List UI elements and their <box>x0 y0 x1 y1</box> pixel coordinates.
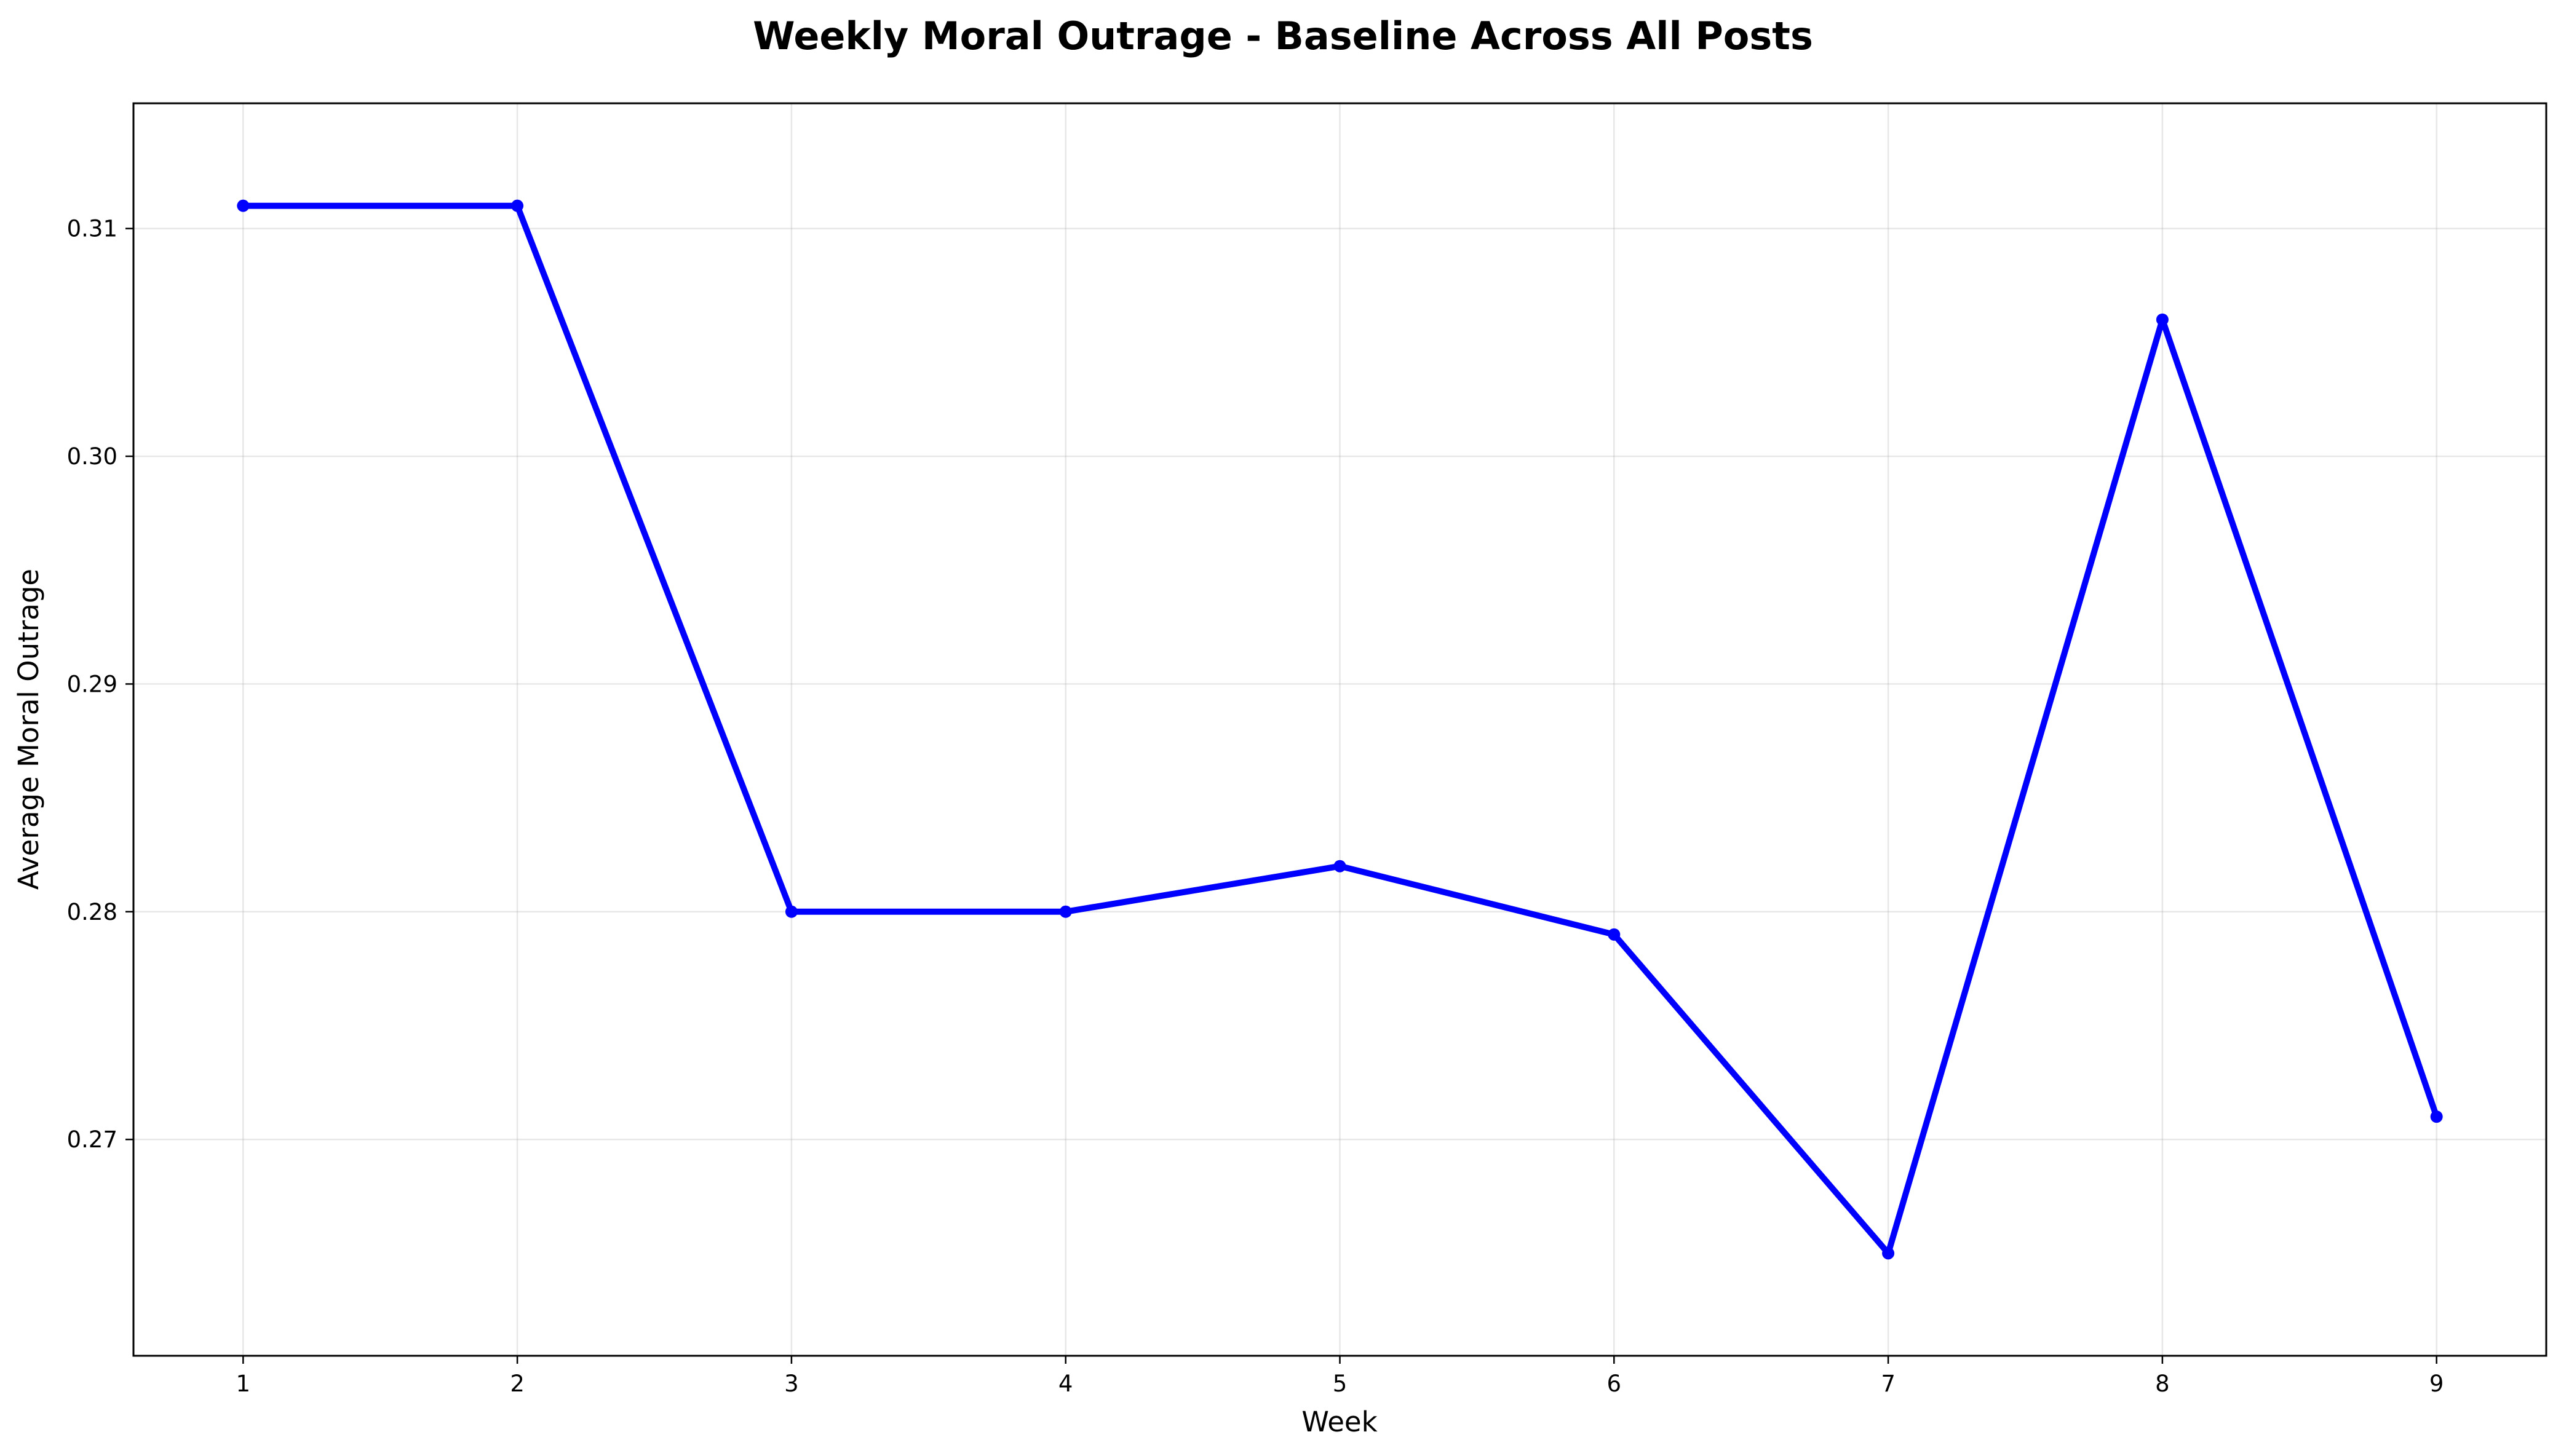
series-layer <box>237 199 2443 1260</box>
y-tick-label: 0.31 <box>67 216 117 242</box>
y-tick-label: 0.29 <box>67 671 117 697</box>
data-point <box>1059 905 1072 918</box>
data-point <box>1882 1247 1895 1260</box>
x-tick-label: 5 <box>1333 1371 1348 1397</box>
y-tick-label: 0.28 <box>67 899 117 925</box>
x-tick-label: 2 <box>510 1371 525 1397</box>
data-point <box>2156 313 2169 326</box>
y-axis-label: Average Moral Outrage <box>12 569 45 890</box>
y-tick-label: 0.30 <box>67 443 117 470</box>
grid-lines <box>133 103 2546 1356</box>
data-point <box>2430 1110 2443 1123</box>
x-tick-label: 3 <box>784 1371 799 1397</box>
x-tick-label: 1 <box>236 1371 251 1397</box>
data-point <box>511 199 524 212</box>
y-tick-label: 0.27 <box>67 1126 117 1153</box>
x-tick-label: 8 <box>2155 1371 2170 1397</box>
axis-ticks: 1 2 3 4 5 6 7 8 9 0.27 0.28 0.29 0.30 0.31 <box>67 216 2444 1397</box>
data-point <box>1333 860 1346 872</box>
x-tick-label: 9 <box>2429 1371 2444 1397</box>
x-tick-label: 4 <box>1058 1371 1073 1397</box>
x-tick-label: 7 <box>1881 1371 1896 1397</box>
data-point <box>785 905 798 918</box>
x-tick-label: 6 <box>1607 1371 1622 1397</box>
chart-title: Weekly Moral Outrage - Baseline Across A… <box>753 14 1813 58</box>
data-point <box>1608 928 1621 941</box>
x-axis-label: Week <box>1301 1406 1377 1438</box>
data-point <box>237 199 250 212</box>
